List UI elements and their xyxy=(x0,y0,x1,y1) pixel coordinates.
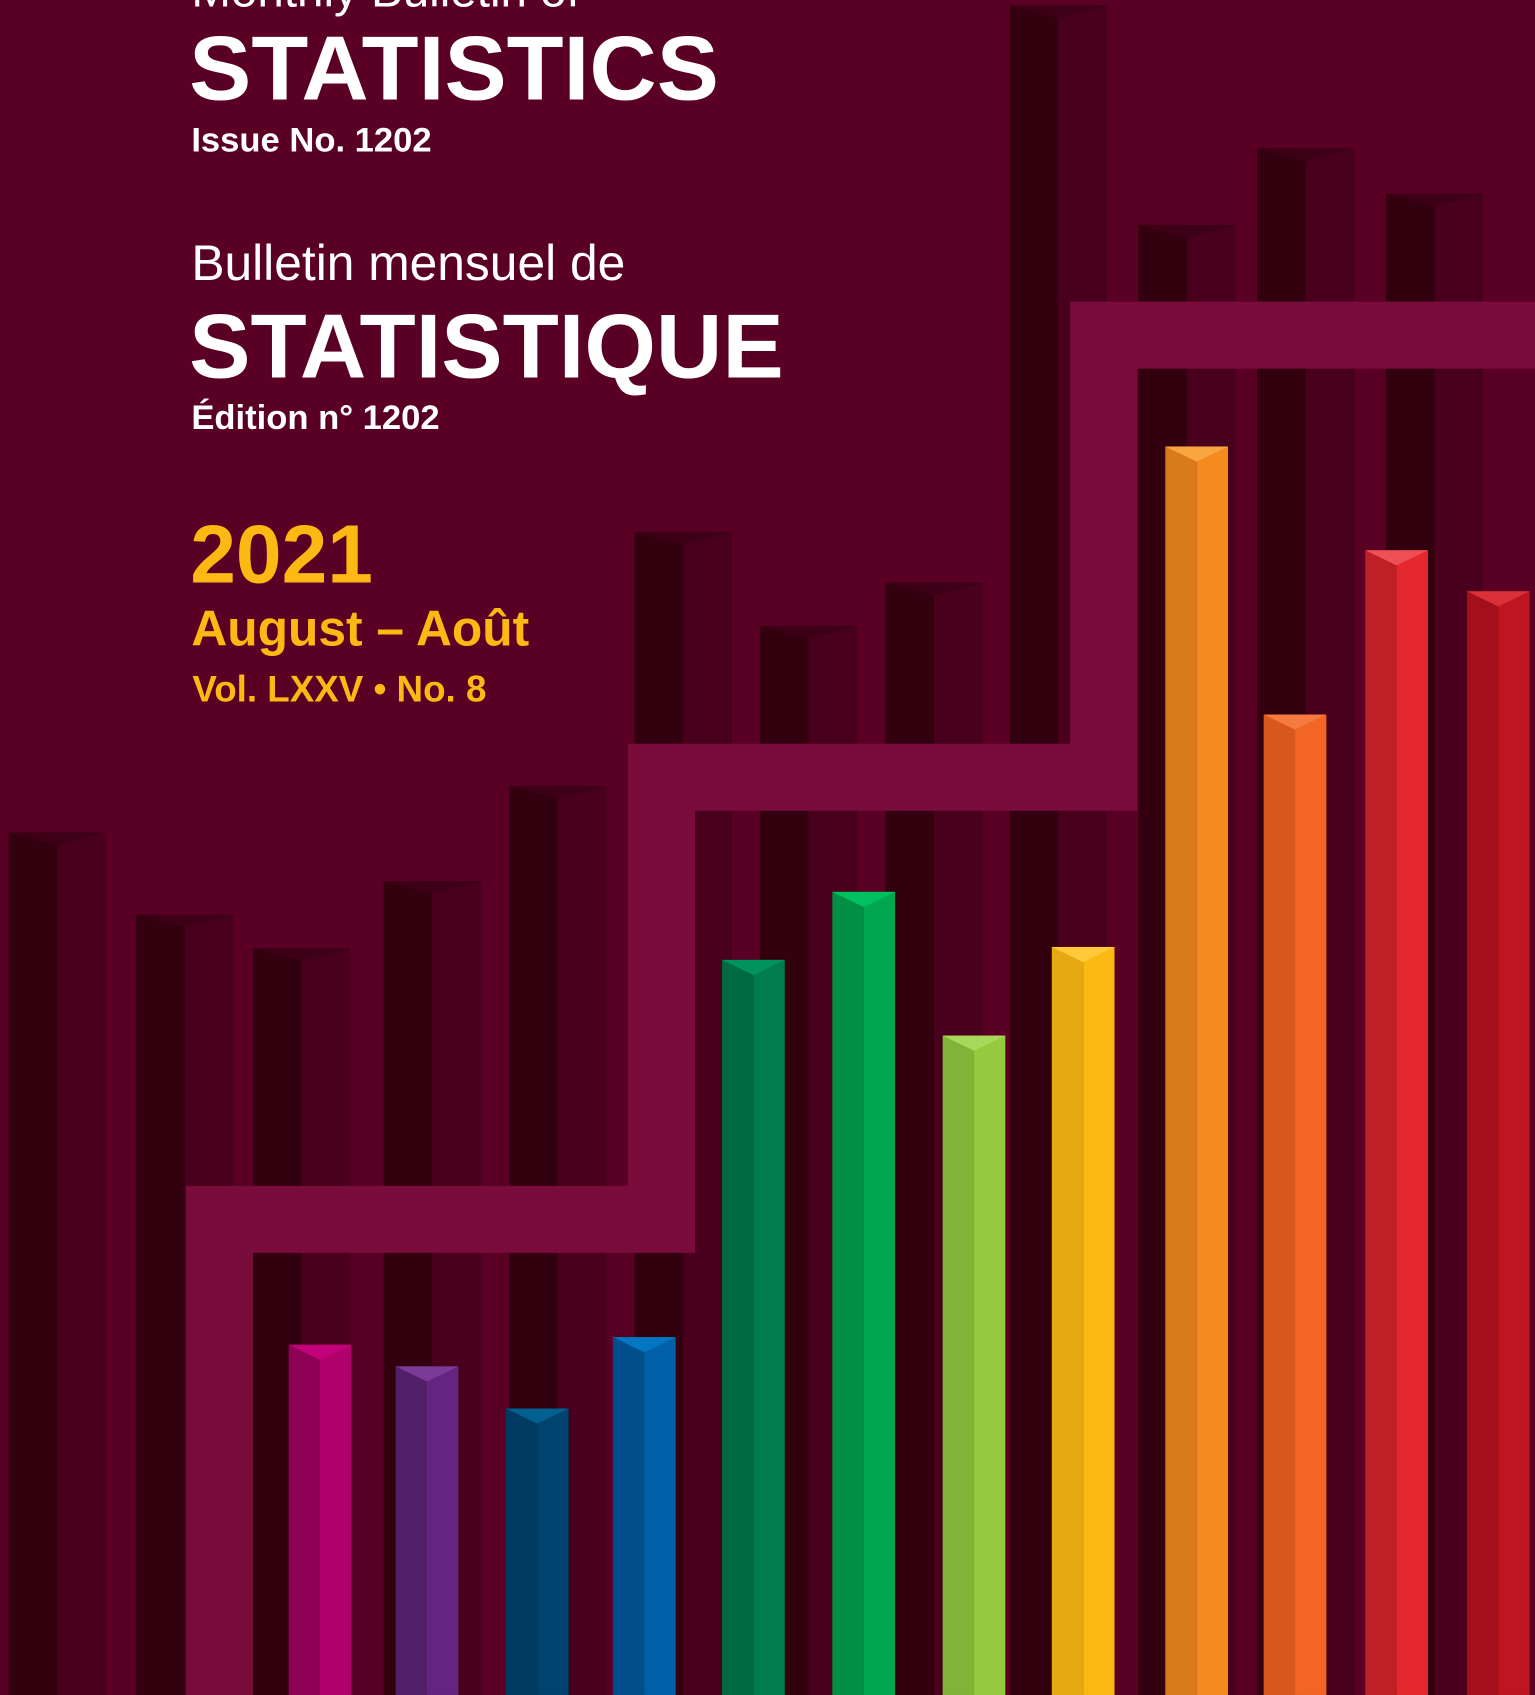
bar-right xyxy=(753,960,784,1695)
english-title: STATISTICS xyxy=(189,18,719,119)
english-issue: Issue No. 1202 xyxy=(191,121,431,159)
back-bar-right xyxy=(57,832,106,1695)
bar-left xyxy=(506,1409,537,1695)
bar-right xyxy=(427,1366,458,1695)
volume: Vol. LXXV • No. 8 xyxy=(192,669,486,710)
bar-right xyxy=(1295,715,1326,1695)
bar-left xyxy=(1264,715,1295,1695)
bar-left xyxy=(396,1366,427,1695)
year: 2021 xyxy=(190,510,373,601)
french-prefix: Bulletin mensuel de xyxy=(191,235,625,291)
back-bar-left xyxy=(1010,5,1059,1695)
bar-left xyxy=(722,960,753,1695)
bar-right xyxy=(864,892,895,1695)
bar-left xyxy=(1052,947,1083,1695)
bar-left xyxy=(1365,550,1396,1695)
back-bar-left xyxy=(136,915,185,1695)
cover: Monthly Bulletin of STATISTICS Issue No.… xyxy=(0,0,1535,1695)
bar-right xyxy=(1397,550,1428,1695)
bar-right xyxy=(644,1337,675,1695)
bar-right xyxy=(974,1036,1005,1695)
bar-left xyxy=(832,892,863,1695)
month: August – Août xyxy=(191,600,529,656)
page: Monthly Bulletin of STATISTICS Issue No.… xyxy=(0,0,1535,1695)
bar-left xyxy=(1467,591,1498,1695)
french-title: STATISTIQUE xyxy=(189,296,784,397)
bar-left xyxy=(289,1345,320,1695)
bar-right xyxy=(1083,947,1114,1695)
bar-right xyxy=(1498,591,1529,1695)
bar-left xyxy=(1165,446,1196,1695)
bar-right xyxy=(1197,446,1228,1695)
bar-left xyxy=(613,1337,644,1695)
bar-right xyxy=(537,1409,568,1695)
french-issue: Édition n° 1202 xyxy=(191,397,439,437)
bar-right xyxy=(320,1345,351,1695)
english-prefix: Monthly Bulletin of xyxy=(191,0,580,17)
bar-left xyxy=(943,1036,974,1695)
back-bar-left xyxy=(9,832,58,1695)
